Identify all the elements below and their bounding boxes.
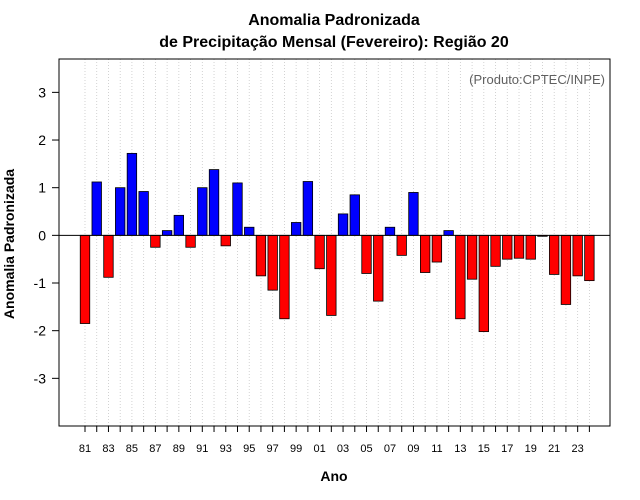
x-tick-label-01: 01	[313, 443, 325, 455]
y-tick-label: -2	[34, 323, 47, 339]
x-tick-label-23: 23	[572, 443, 584, 455]
y-tick-label: 3	[38, 84, 46, 100]
bar-81	[79, 234, 91, 324]
bar-82	[91, 181, 102, 236]
x-tick-label-21: 21	[548, 443, 560, 455]
bar-93	[220, 234, 231, 247]
bar-98	[279, 234, 290, 320]
bar-94	[232, 182, 243, 236]
bar-04	[349, 194, 360, 236]
x-tick-label-85: 85	[126, 443, 138, 455]
bar-07	[384, 226, 396, 236]
credit-annotation: (Produto:CPTEC/INPE)	[469, 72, 605, 87]
x-tick-label-99: 99	[290, 443, 302, 455]
bar-15	[478, 234, 489, 333]
x-tick-label-83: 83	[102, 443, 114, 455]
x-tick-label-13: 13	[454, 443, 466, 455]
bar-83	[103, 234, 114, 278]
x-tick-label-93: 93	[220, 443, 232, 455]
bar-09	[408, 192, 419, 236]
x-tick-label-03: 03	[337, 443, 349, 455]
x-axis: 81 83 85 87 89 91 93 95 97 99 01 03 05 07 09 11 13 15 17 19…	[79, 425, 590, 455]
x-tick-label-91: 91	[196, 443, 208, 455]
bar-08	[396, 234, 407, 256]
bar-05	[361, 234, 372, 274]
x-tick-label-89: 89	[173, 443, 185, 455]
x-tick-label-97: 97	[267, 443, 279, 455]
bar-95	[244, 226, 255, 236]
y-tick-label: 1	[38, 180, 46, 196]
bar-16	[490, 234, 501, 267]
x-tick-label-11: 11	[431, 443, 442, 455]
y-tick-label: -3	[34, 370, 47, 386]
bar-12	[443, 230, 454, 236]
bar-10	[420, 234, 431, 273]
x-tick-label-07: 07	[384, 443, 396, 455]
bar-14	[466, 234, 478, 280]
bar-84	[115, 187, 126, 236]
bar-85	[126, 152, 138, 236]
x-tick-label-95: 95	[243, 443, 255, 455]
y-tick-label: -1	[34, 275, 47, 291]
x-tick-label-05: 05	[360, 443, 372, 455]
bar-00	[302, 181, 314, 236]
y-axis-label: Anomalia Padronizada	[1, 169, 17, 319]
bar-24	[584, 234, 595, 282]
chart-title-line2: de Precipitação Mensal (Fevereiro): Regi…	[159, 34, 509, 51]
bar-13	[455, 234, 466, 320]
x-tick-label-17: 17	[501, 443, 513, 455]
bar-92	[208, 169, 220, 236]
bar-89	[173, 214, 184, 236]
x-axis-label: Ano	[320, 468, 347, 484]
x-tick-label-09: 09	[407, 443, 419, 455]
bar-90	[185, 234, 196, 248]
bar-06	[373, 234, 384, 302]
bar-03	[337, 213, 349, 236]
bar-02	[326, 234, 337, 316]
bar-18	[513, 234, 525, 259]
bar-23	[572, 234, 583, 277]
y-axis: -3 -2 -1 0 1 2 3	[34, 84, 60, 386]
bar-21	[549, 234, 560, 275]
x-tick-label-15: 15	[478, 443, 490, 455]
bar-11	[431, 234, 443, 263]
bar-17	[502, 234, 513, 260]
x-tick-label-87: 87	[149, 443, 161, 455]
y-tick-label: 2	[38, 132, 46, 148]
bar-87	[150, 234, 161, 248]
bar-88	[161, 230, 173, 236]
bar-97	[267, 234, 278, 291]
chart-title-line1: Anomalia Padronizada	[248, 12, 420, 29]
bar-99	[290, 222, 302, 236]
bar-19	[525, 234, 536, 260]
vertical-grid	[84, 59, 590, 426]
bar-91	[197, 187, 208, 236]
x-tick-label-19: 19	[525, 443, 537, 455]
bar-22	[560, 234, 572, 305]
bar-01	[314, 234, 325, 270]
bars	[79, 152, 595, 333]
bar-96	[255, 234, 267, 277]
y-tick-label: 0	[38, 227, 46, 243]
x-tick-label-81: 81	[79, 443, 91, 455]
bar-86	[138, 191, 149, 236]
